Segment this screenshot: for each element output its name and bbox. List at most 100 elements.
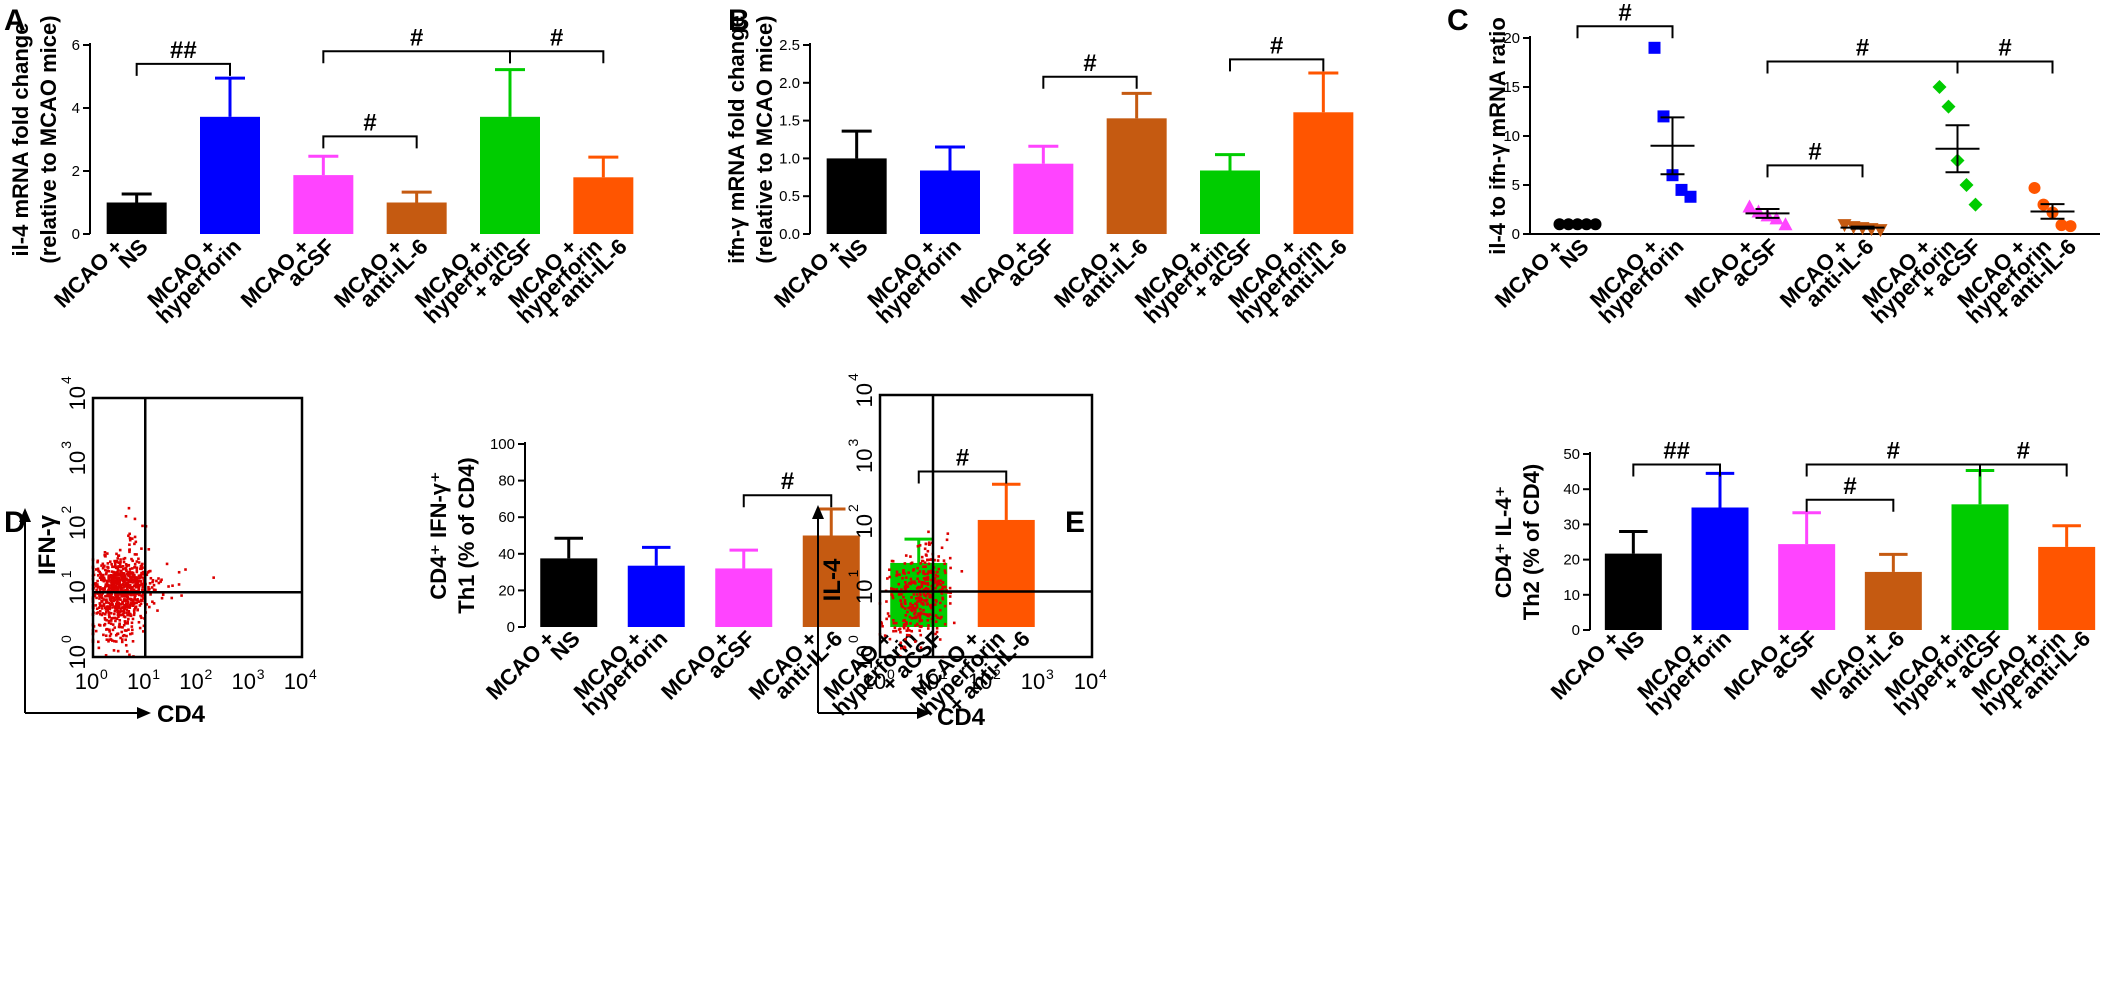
event-dot bbox=[114, 579, 118, 583]
event-dot bbox=[888, 568, 891, 572]
event-dot bbox=[125, 581, 129, 585]
event-dot bbox=[934, 573, 938, 577]
event-dot bbox=[926, 587, 930, 591]
x-axis-label: CD4 bbox=[937, 704, 986, 731]
event-dot bbox=[914, 602, 917, 606]
event-dot bbox=[943, 562, 947, 566]
category-label: MCAO + bbox=[769, 234, 848, 313]
event-dot bbox=[107, 613, 111, 616]
y-axis-label: CD4⁺ IFN-γ⁺ bbox=[426, 471, 451, 599]
event-dot bbox=[112, 565, 116, 569]
x-tick-exponent: 0 bbox=[100, 666, 108, 682]
y-tick-exponent: 4 bbox=[845, 373, 861, 381]
event-dot bbox=[899, 599, 902, 603]
event-dot bbox=[935, 630, 939, 634]
event-dot bbox=[103, 612, 107, 616]
event-dot bbox=[159, 580, 162, 583]
event-dot bbox=[941, 585, 945, 589]
event-dot bbox=[109, 602, 112, 606]
event-dot bbox=[904, 613, 908, 617]
event-dot bbox=[921, 559, 924, 563]
event-dot bbox=[927, 624, 930, 627]
event-dot bbox=[119, 607, 122, 611]
event-dot bbox=[120, 606, 123, 609]
event-dot bbox=[124, 592, 127, 596]
event-dot bbox=[943, 604, 947, 608]
event-dot bbox=[117, 554, 121, 557]
event-dot bbox=[135, 569, 139, 572]
bar bbox=[627, 565, 685, 627]
x-tick-label: 10 bbox=[127, 669, 151, 694]
event-dot bbox=[121, 602, 125, 605]
event-dot bbox=[122, 609, 126, 613]
event-dot bbox=[105, 618, 108, 622]
y-tick-label: 2.0 bbox=[779, 75, 800, 92]
event-dot bbox=[919, 646, 923, 649]
event-dot bbox=[946, 532, 950, 535]
event-dot bbox=[113, 563, 117, 566]
event-dot bbox=[98, 624, 102, 627]
event-dot bbox=[108, 630, 111, 633]
panel-letter-a: A bbox=[4, 4, 26, 37]
event-dot bbox=[96, 579, 99, 583]
event-dot bbox=[941, 597, 945, 601]
event-dot bbox=[116, 557, 120, 560]
event-dot bbox=[105, 583, 109, 586]
event-dot bbox=[936, 582, 939, 585]
y-axis-label: Th1 (% of CD4) bbox=[454, 457, 479, 613]
significance-mark: # bbox=[781, 468, 794, 495]
bar bbox=[1864, 571, 1922, 630]
event-dot bbox=[114, 633, 118, 637]
bar bbox=[540, 558, 598, 627]
event-dot bbox=[106, 609, 109, 612]
event-dot bbox=[106, 566, 110, 569]
event-dot bbox=[133, 535, 137, 539]
event-dot bbox=[104, 634, 108, 637]
event-dot bbox=[119, 598, 122, 602]
event-dot bbox=[98, 597, 101, 600]
event-dot bbox=[129, 576, 133, 580]
event-dot bbox=[105, 610, 108, 614]
event-dot bbox=[141, 585, 145, 588]
event-dot bbox=[915, 622, 919, 626]
event-dot bbox=[129, 602, 133, 606]
event-dot bbox=[124, 595, 127, 598]
category-label: NS bbox=[1610, 626, 1649, 665]
event-dot bbox=[124, 583, 127, 587]
event-dot bbox=[140, 571, 143, 575]
event-dot bbox=[99, 578, 103, 581]
y-tick-label: 0 bbox=[1572, 622, 1580, 639]
event-dot bbox=[118, 596, 121, 600]
event-dot bbox=[910, 580, 913, 583]
event-dot bbox=[929, 606, 933, 610]
y-tick-label: 2 bbox=[72, 163, 80, 180]
event-dot bbox=[120, 588, 123, 591]
event-dot bbox=[100, 596, 104, 600]
y-tick-label: 40 bbox=[1563, 481, 1580, 498]
event-dot bbox=[118, 602, 122, 606]
event-dot bbox=[919, 607, 922, 611]
event-dot bbox=[103, 622, 107, 626]
event-dot bbox=[941, 588, 944, 592]
event-dot bbox=[101, 573, 105, 577]
event-dot bbox=[108, 575, 111, 579]
event-dot bbox=[888, 575, 892, 579]
event-dot bbox=[149, 576, 153, 580]
event-dot bbox=[107, 587, 111, 590]
event-dot bbox=[105, 581, 109, 585]
event-dot bbox=[117, 561, 121, 565]
event-dot bbox=[128, 653, 131, 657]
event-dot bbox=[133, 542, 136, 546]
event-dot bbox=[940, 615, 943, 619]
y-tick-exponent: 0 bbox=[845, 635, 861, 643]
event-dot bbox=[116, 599, 119, 602]
event-dot bbox=[113, 609, 117, 613]
event-dot bbox=[934, 599, 938, 602]
event-dot bbox=[115, 552, 118, 556]
data-point bbox=[1873, 224, 1888, 238]
event-dot bbox=[122, 633, 126, 637]
y-tick-label: 30 bbox=[1563, 516, 1580, 533]
event-dot bbox=[912, 606, 915, 610]
event-dot bbox=[147, 548, 151, 551]
